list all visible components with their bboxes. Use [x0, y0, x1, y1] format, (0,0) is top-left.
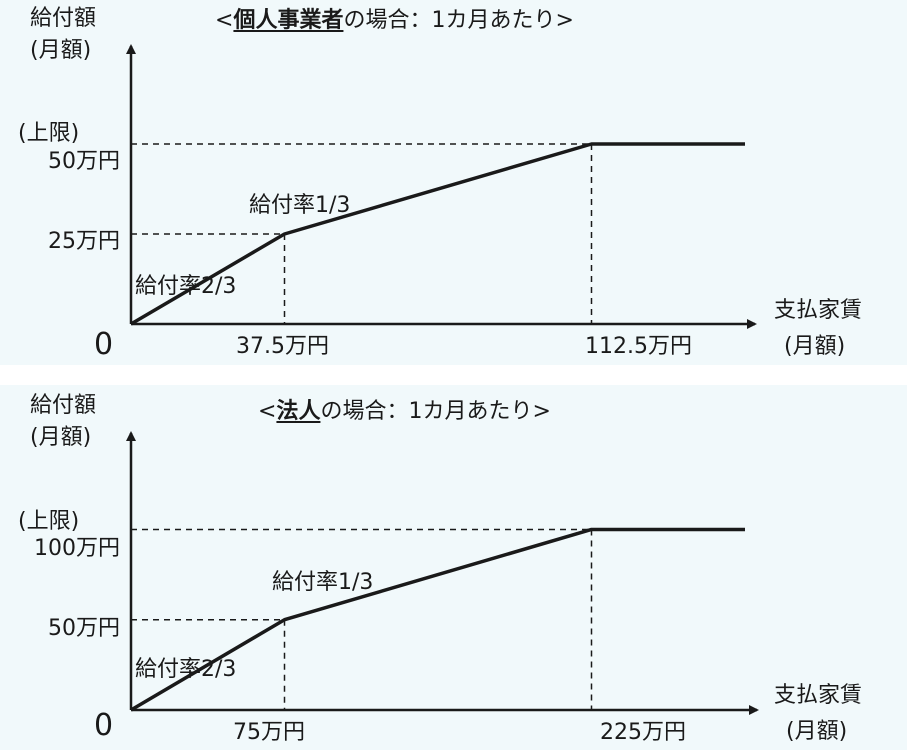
chart-panel-corporation: 給付額 (月額) <法人の場合：1カ月あたり> (上限) 100万円 50万円 … — [0, 385, 907, 750]
y-tick-label-50: 50万円 — [48, 149, 120, 174]
rate-label-two-thirds: 給付率2/3 — [135, 657, 237, 682]
benefit-line — [130, 142, 745, 326]
y-axis-title-line2: (月額) — [30, 425, 92, 450]
x-axis-title-line2: (月額) — [786, 719, 848, 744]
y-axis-title-line1: 給付額 — [30, 393, 97, 418]
x-tick-label-225: 225万円 — [600, 720, 686, 745]
x-tick-label-112-5: 112.5万円 — [585, 334, 692, 359]
chart-title: <法人の場合：1カ月あたり> — [258, 401, 551, 423]
chart-title-subject: 法人 — [276, 399, 321, 424]
x-tick-label-37-5: 37.5万円 — [236, 334, 329, 359]
x-axis-title-line1: 支払家賃 — [774, 298, 863, 323]
chart-svg-corporation — [126, 431, 759, 715]
chart-title-prefix: < — [215, 8, 234, 33]
chart-title-suffix: の場合：1カ月あたり> — [343, 8, 574, 33]
chart-title: <個人事業者の場合：1カ月あたり> — [215, 10, 574, 32]
origin-label: 0 — [94, 708, 114, 743]
x-axis-title-line1: 支払家賃 — [774, 683, 863, 708]
y-tick-label-25: 25万円 — [48, 229, 120, 254]
y-tick-label-50: 50万円 — [48, 616, 120, 641]
y-tick-label-100: 100万円 — [34, 536, 120, 561]
rate-label-one-third: 給付率1/3 — [249, 193, 351, 218]
y-axis-title-line2: (月額) — [30, 38, 92, 63]
y-cap-label: (上限) — [18, 509, 80, 534]
chart-title-prefix: < — [258, 399, 277, 424]
chart-svg-individual — [126, 44, 757, 329]
x-tick-label-75: 75万円 — [233, 720, 305, 745]
rate-label-two-thirds: 給付率2/3 — [135, 274, 237, 299]
chart-title-subject: 個人事業者 — [233, 8, 344, 33]
chart-title-suffix: の場合：1カ月あたり> — [320, 399, 551, 424]
y-cap-label: (上限) — [18, 121, 80, 146]
rate-label-one-third: 給付率1/3 — [272, 570, 374, 595]
chart-panel-individual: 給付額 (月額) <個人事業者の場合：1カ月あたり> (上限) 50万円 25万… — [0, 0, 907, 365]
x-axis-title-line2: (月額) — [784, 334, 846, 359]
y-axis-title-line1: 給付額 — [30, 6, 97, 31]
benefit-line — [130, 527, 745, 712]
origin-label: 0 — [94, 327, 114, 362]
